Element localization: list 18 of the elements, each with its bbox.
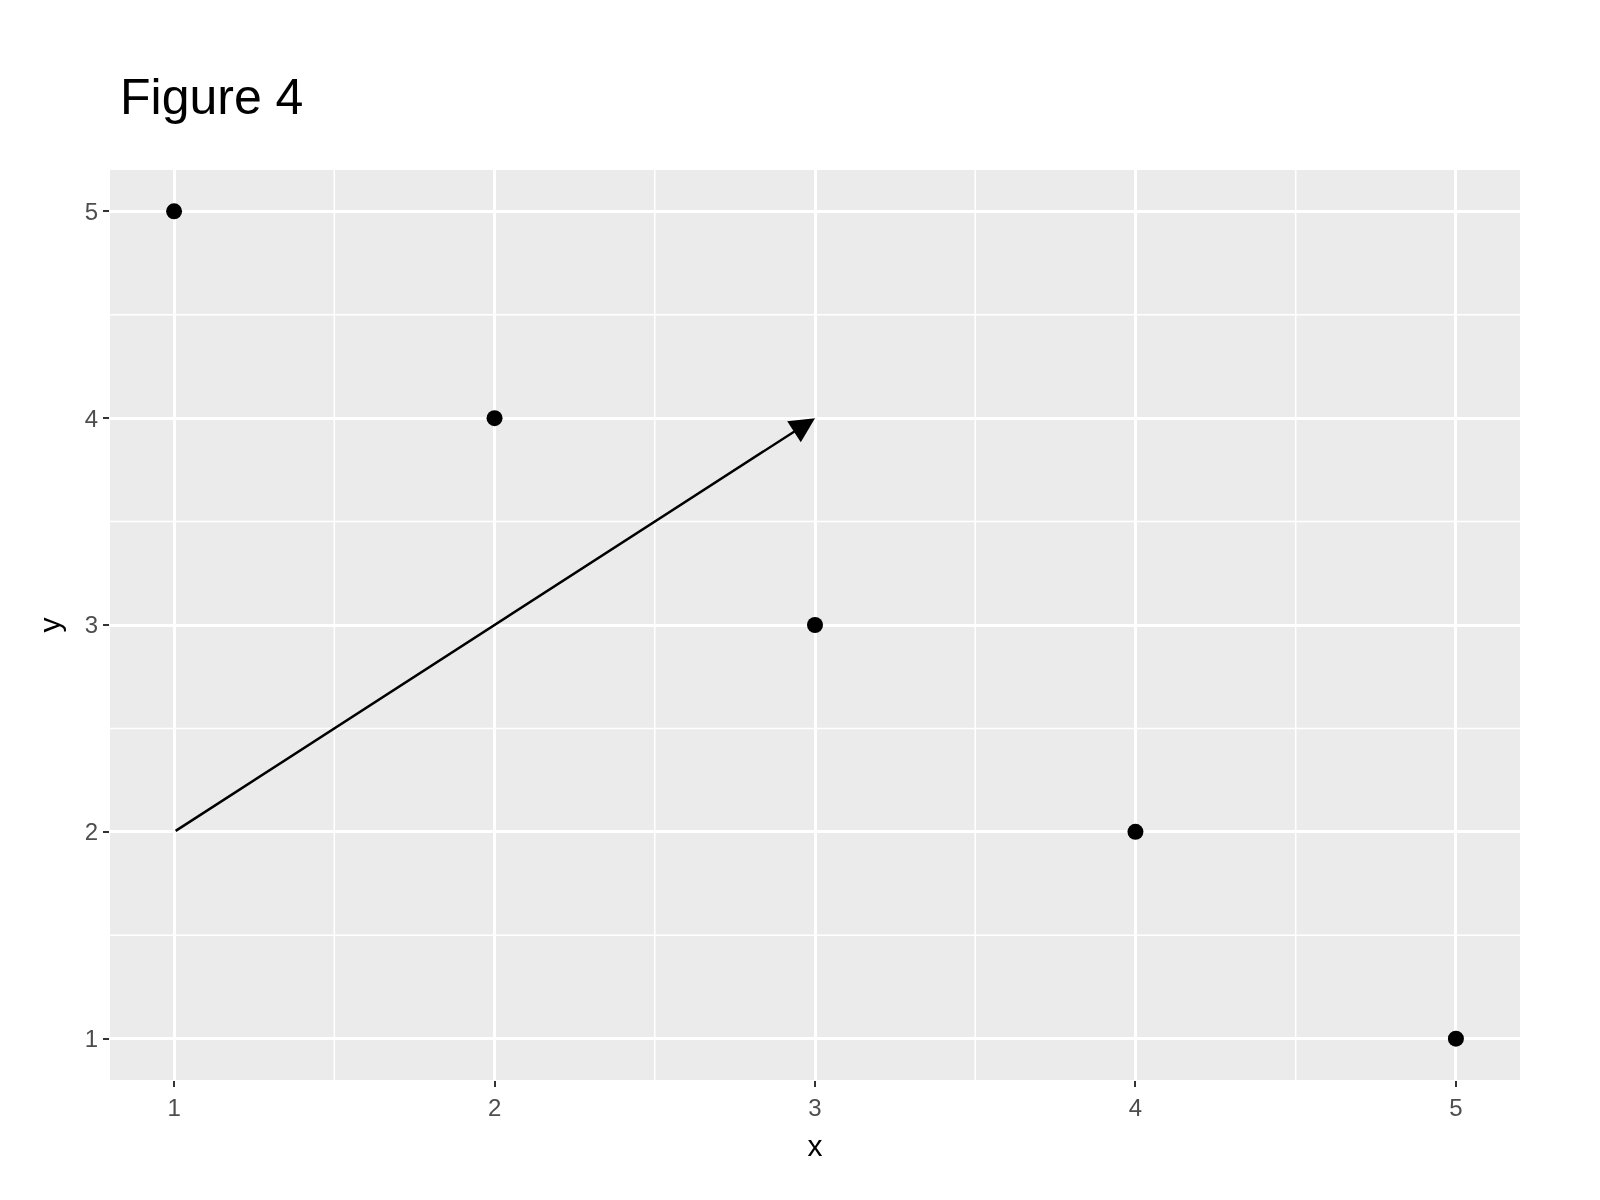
x-tick-label: 2 bbox=[487, 1093, 502, 1121]
y-tick-label: 3 bbox=[84, 611, 99, 639]
point bbox=[1127, 823, 1144, 840]
y-tick-label: 1 bbox=[84, 1025, 99, 1053]
point bbox=[1447, 1030, 1464, 1047]
point bbox=[166, 203, 183, 220]
x-tick-label: 1 bbox=[167, 1093, 181, 1121]
point bbox=[807, 617, 823, 633]
x-tick-label: 5 bbox=[1449, 1093, 1463, 1121]
chart-title: Figure 4 bbox=[120, 68, 304, 125]
y-tick-label: 5 bbox=[84, 197, 99, 225]
x-axis-title: x bbox=[807, 1129, 823, 1163]
point bbox=[486, 410, 503, 427]
y-tick-label: 2 bbox=[84, 818, 99, 846]
y-axis-title: y bbox=[32, 617, 66, 633]
x-tick-label: 4 bbox=[1128, 1093, 1143, 1121]
x-tick-label: 3 bbox=[808, 1093, 822, 1121]
y-tick-label: 4 bbox=[84, 404, 99, 432]
